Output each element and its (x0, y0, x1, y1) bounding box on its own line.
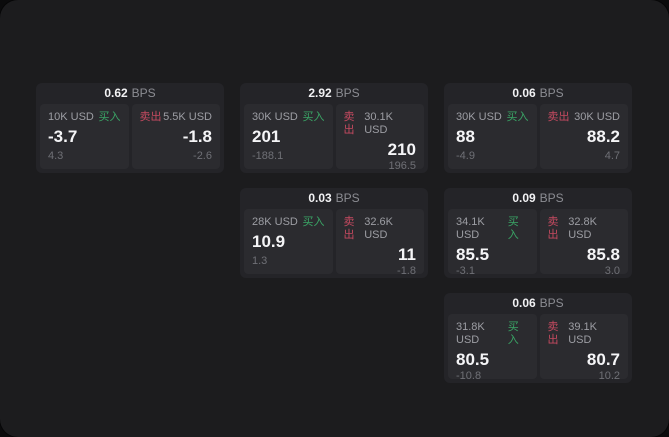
buy-side-label: 买入 (98, 111, 121, 123)
sell-notional: 30K USD (574, 111, 620, 123)
bps-unit-label: BPS (539, 296, 564, 310)
sell-quote-tile[interactable]: 卖出 5.5K USD -1.8 -2.6 (131, 104, 220, 169)
sell-quote-tile[interactable]: 卖出 32.6K USD 11 -1.8 (335, 209, 424, 277)
buy-quote-tile[interactable]: 30K USD 买入 88 -4.9 (448, 104, 537, 169)
sell-price: 210 (387, 140, 416, 159)
sell-notional: 5.5K USD (163, 111, 212, 123)
buy-price: 201 (252, 127, 281, 146)
bps-header: 0.09 BPS (448, 188, 628, 209)
sell-delta: 10.2 (598, 370, 620, 382)
buy-quote-tile[interactable]: 30K USD 买入 201 -188.1 (244, 104, 333, 169)
bps-value: 0.06 (512, 296, 536, 310)
buy-price: 85.5 (456, 245, 490, 264)
bps-header: 0.06 BPS (448, 83, 628, 104)
bps-unit-label: BPS (335, 86, 360, 100)
buy-delta: -3.1 (456, 265, 475, 277)
sell-price: 11 (398, 245, 416, 264)
bps-value: 0.62 (104, 86, 128, 100)
sell-price: 85.8 (586, 245, 620, 264)
sell-side-label: 卖出 (343, 111, 355, 136)
bps-value: 2.92 (308, 86, 332, 100)
sell-delta: -1.8 (397, 265, 416, 277)
buy-notional: 28K USD (252, 216, 298, 228)
sell-quote-tile[interactable]: 卖出 32.8K USD 85.8 3.0 (539, 209, 628, 277)
bps-header: 0.62 BPS (40, 83, 220, 104)
bps-unit-label: BPS (539, 86, 564, 100)
buy-side-label: 买入 (302, 216, 325, 228)
buy-notional: 31.8K USD (456, 321, 485, 346)
bps-unit-label: BPS (335, 191, 360, 205)
sell-side-label: 卖出 (547, 216, 559, 241)
sell-notional: 30.1K USD (364, 111, 393, 136)
quote-card: 0.03 BPS 28K USD 买入 10.9 1.3 卖出 32.6K US… (240, 188, 428, 278)
buy-quote-tile[interactable]: 10K USD 买入 -3.7 4.3 (40, 104, 129, 169)
buy-quote-tile[interactable]: 31.8K USD 买入 80.5 -10.8 (448, 314, 537, 382)
buy-delta: 1.3 (252, 255, 268, 267)
sell-price: 88.2 (586, 127, 620, 146)
sell-side-label: 卖出 (547, 321, 559, 346)
bps-value: 0.09 (512, 191, 536, 205)
buy-delta: -4.9 (456, 150, 475, 162)
bps-unit-label: BPS (539, 191, 564, 205)
sell-side-label: 卖出 (547, 111, 570, 123)
quote-grid: 0.62 BPS 10K USD 买入 -3.7 4.3 卖出 5.5K USD (36, 83, 632, 383)
buy-side-label: 买入 (506, 111, 529, 123)
sell-price: -1.8 (182, 127, 212, 146)
buy-side-label: 买入 (507, 216, 519, 241)
buy-side-label: 买入 (507, 321, 519, 346)
buy-side-label: 买入 (302, 111, 325, 123)
sell-quote-tile[interactable]: 卖出 30K USD 88.2 4.7 (539, 104, 628, 169)
buy-notional: 30K USD (456, 111, 502, 123)
buy-notional: 30K USD (252, 111, 298, 123)
sell-price: 80.7 (586, 350, 620, 369)
sell-notional: 39.1K USD (568, 321, 597, 346)
quote-card: 0.06 BPS 30K USD 买入 88 -4.9 卖出 30K USD (444, 83, 632, 173)
quote-card: 2.92 BPS 30K USD 买入 201 -188.1 卖出 30.1K … (240, 83, 428, 173)
sell-delta: 196.5 (388, 160, 416, 172)
buy-notional: 34.1K USD (456, 216, 485, 241)
sell-side-label: 卖出 (139, 111, 162, 123)
quote-card: 0.09 BPS 34.1K USD 买入 85.5 -3.1 卖出 32.8K… (444, 188, 632, 278)
bps-header: 0.06 BPS (448, 293, 628, 314)
sell-quote-tile[interactable]: 卖出 30.1K USD 210 196.5 (335, 104, 424, 172)
quote-card: 0.06 BPS 31.8K USD 买入 80.5 -10.8 卖出 39.1… (444, 293, 632, 383)
buy-price: -3.7 (48, 127, 78, 146)
bps-value: 0.06 (512, 86, 536, 100)
sell-side-label: 卖出 (343, 216, 355, 241)
sell-delta: -2.6 (193, 150, 212, 162)
bps-header: 0.03 BPS (244, 188, 424, 209)
bps-value: 0.03 (308, 191, 332, 205)
buy-notional: 10K USD (48, 111, 94, 123)
buy-price: 10.9 (252, 232, 286, 251)
buy-quote-tile[interactable]: 28K USD 买入 10.9 1.3 (244, 209, 333, 274)
buy-quote-tile[interactable]: 34.1K USD 买入 85.5 -3.1 (448, 209, 537, 277)
buy-price: 88 (456, 127, 475, 146)
sell-notional: 32.8K USD (568, 216, 597, 241)
bps-header: 2.92 BPS (244, 83, 424, 104)
sell-quote-tile[interactable]: 卖出 39.1K USD 80.7 10.2 (539, 314, 628, 382)
buy-delta: -188.1 (252, 150, 284, 162)
sell-delta: 4.7 (604, 150, 620, 162)
sell-delta: 3.0 (604, 265, 620, 277)
buy-price: 80.5 (456, 350, 490, 369)
buy-delta: 4.3 (48, 150, 64, 162)
bps-unit-label: BPS (131, 86, 156, 100)
sell-notional: 32.6K USD (364, 216, 393, 241)
quote-card: 0.62 BPS 10K USD 买入 -3.7 4.3 卖出 5.5K USD (36, 83, 224, 173)
buy-delta: -10.8 (456, 370, 482, 382)
